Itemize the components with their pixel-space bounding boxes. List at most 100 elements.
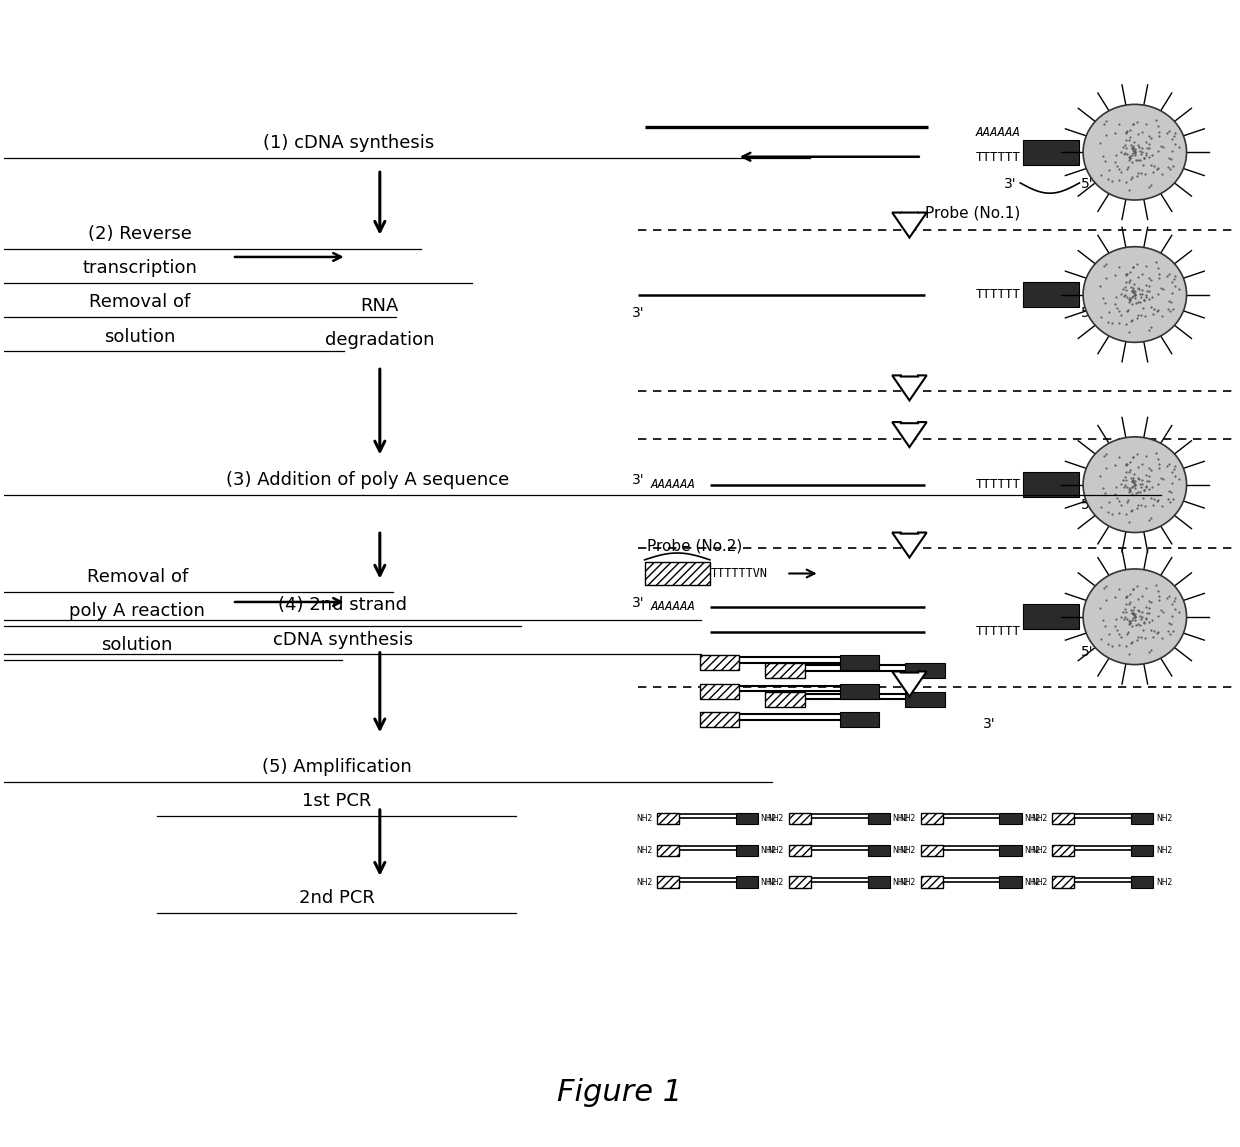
Text: AAAAAA: AAAAAA [651, 478, 696, 491]
Text: AAAAAA: AAAAAA [651, 600, 696, 612]
Text: Probe (No.2): Probe (No.2) [647, 539, 743, 554]
Bar [1023, 140, 1079, 165]
Bar [645, 562, 711, 585]
Bar [868, 876, 890, 888]
Text: NH2: NH2 [760, 845, 776, 855]
Bar [999, 844, 1022, 856]
Bar [657, 844, 680, 856]
Polygon shape [893, 532, 926, 557]
Bar [839, 655, 879, 670]
Text: NH2: NH2 [768, 877, 784, 887]
Text: NH2: NH2 [1024, 877, 1040, 887]
Text: NH2: NH2 [760, 877, 776, 887]
Text: NH2: NH2 [1024, 814, 1040, 822]
Text: 3': 3' [632, 306, 645, 320]
Text: NH2: NH2 [636, 814, 652, 822]
Bar [905, 692, 945, 707]
Text: NH2: NH2 [893, 877, 909, 887]
Bar [999, 812, 1022, 824]
Text: 1st PCR: 1st PCR [303, 793, 372, 810]
Text: Removal of: Removal of [89, 294, 190, 312]
Text: NH2: NH2 [768, 845, 784, 855]
Text: cDNA synthesis: cDNA synthesis [273, 631, 413, 648]
Text: transcription: transcription [82, 259, 197, 278]
Bar [701, 712, 739, 727]
Bar [701, 655, 739, 670]
Bar [789, 844, 811, 856]
Text: (1) cDNA synthesis: (1) cDNA synthesis [263, 134, 435, 153]
Text: (3) Addition of poly A sequence: (3) Addition of poly A sequence [226, 471, 510, 489]
Text: (5) Amplification: (5) Amplification [262, 758, 412, 777]
Bar [789, 876, 811, 888]
Text: NH2: NH2 [899, 877, 915, 887]
Text: NH2: NH2 [899, 845, 915, 855]
Text: AAAAAA: AAAAAA [976, 126, 1021, 139]
Text: Probe (No.1): Probe (No.1) [925, 205, 1021, 220]
Text: Removal of: Removal of [87, 568, 187, 586]
Text: 2nd PCR: 2nd PCR [299, 889, 374, 907]
Bar [1023, 282, 1079, 307]
Text: TTTTTT: TTTTTT [976, 288, 1021, 301]
Text: TTTTTTVN: TTTTTTVN [712, 567, 768, 580]
Polygon shape [893, 671, 926, 696]
Bar [920, 812, 942, 824]
Text: degradation: degradation [325, 331, 434, 349]
Text: NH2: NH2 [1156, 845, 1172, 855]
Text: 3': 3' [983, 717, 996, 731]
Text: NH2: NH2 [636, 877, 652, 887]
Text: NH2: NH2 [1156, 814, 1172, 822]
Text: NH2: NH2 [1156, 877, 1172, 887]
Bar [1023, 604, 1079, 630]
Bar [735, 844, 758, 856]
Text: 5': 5' [1080, 498, 1094, 513]
Text: NH2: NH2 [893, 845, 909, 855]
Bar [1053, 876, 1075, 888]
Bar [839, 712, 879, 727]
Text: (2) Reverse: (2) Reverse [88, 225, 192, 243]
Polygon shape [893, 422, 926, 447]
Circle shape [1083, 437, 1187, 532]
Bar [765, 692, 805, 707]
Bar [920, 876, 942, 888]
Text: 3': 3' [1004, 178, 1017, 192]
Bar [657, 812, 680, 824]
Bar [735, 876, 758, 888]
Circle shape [1083, 569, 1187, 664]
Bar [920, 844, 942, 856]
Bar [1023, 473, 1079, 497]
Text: NH2: NH2 [636, 845, 652, 855]
Text: NH2: NH2 [1032, 845, 1048, 855]
Bar [765, 663, 805, 678]
Text: TTTTTT: TTTTTT [976, 625, 1021, 638]
Bar [735, 812, 758, 824]
Text: solution: solution [104, 328, 175, 345]
Polygon shape [893, 212, 926, 237]
Text: NH2: NH2 [768, 814, 784, 822]
Circle shape [1083, 247, 1187, 342]
Bar [1131, 876, 1153, 888]
Bar [868, 844, 890, 856]
Text: 3': 3' [632, 596, 645, 610]
Circle shape [1083, 104, 1187, 200]
Text: 5': 5' [1080, 178, 1094, 192]
Bar [1053, 812, 1075, 824]
Bar [905, 663, 945, 678]
Text: 3': 3' [632, 473, 645, 487]
Text: NH2: NH2 [1032, 814, 1048, 822]
Text: NH2: NH2 [760, 814, 776, 822]
Text: solution: solution [102, 637, 172, 654]
Text: poly A reaction: poly A reaction [69, 602, 205, 621]
Bar [1131, 844, 1153, 856]
Text: 5': 5' [1080, 646, 1094, 660]
Text: TTTTTT: TTTTTT [976, 151, 1021, 164]
Text: NH2: NH2 [899, 814, 915, 822]
Bar [701, 684, 739, 699]
Text: RNA: RNA [361, 297, 399, 315]
Text: NH2: NH2 [1024, 845, 1040, 855]
Text: Figure 1: Figure 1 [558, 1078, 682, 1107]
Bar [789, 812, 811, 824]
Text: NH2: NH2 [893, 814, 909, 822]
Text: TTTTTT: TTTTTT [976, 478, 1021, 491]
Bar [1131, 812, 1153, 824]
Bar [839, 684, 879, 699]
